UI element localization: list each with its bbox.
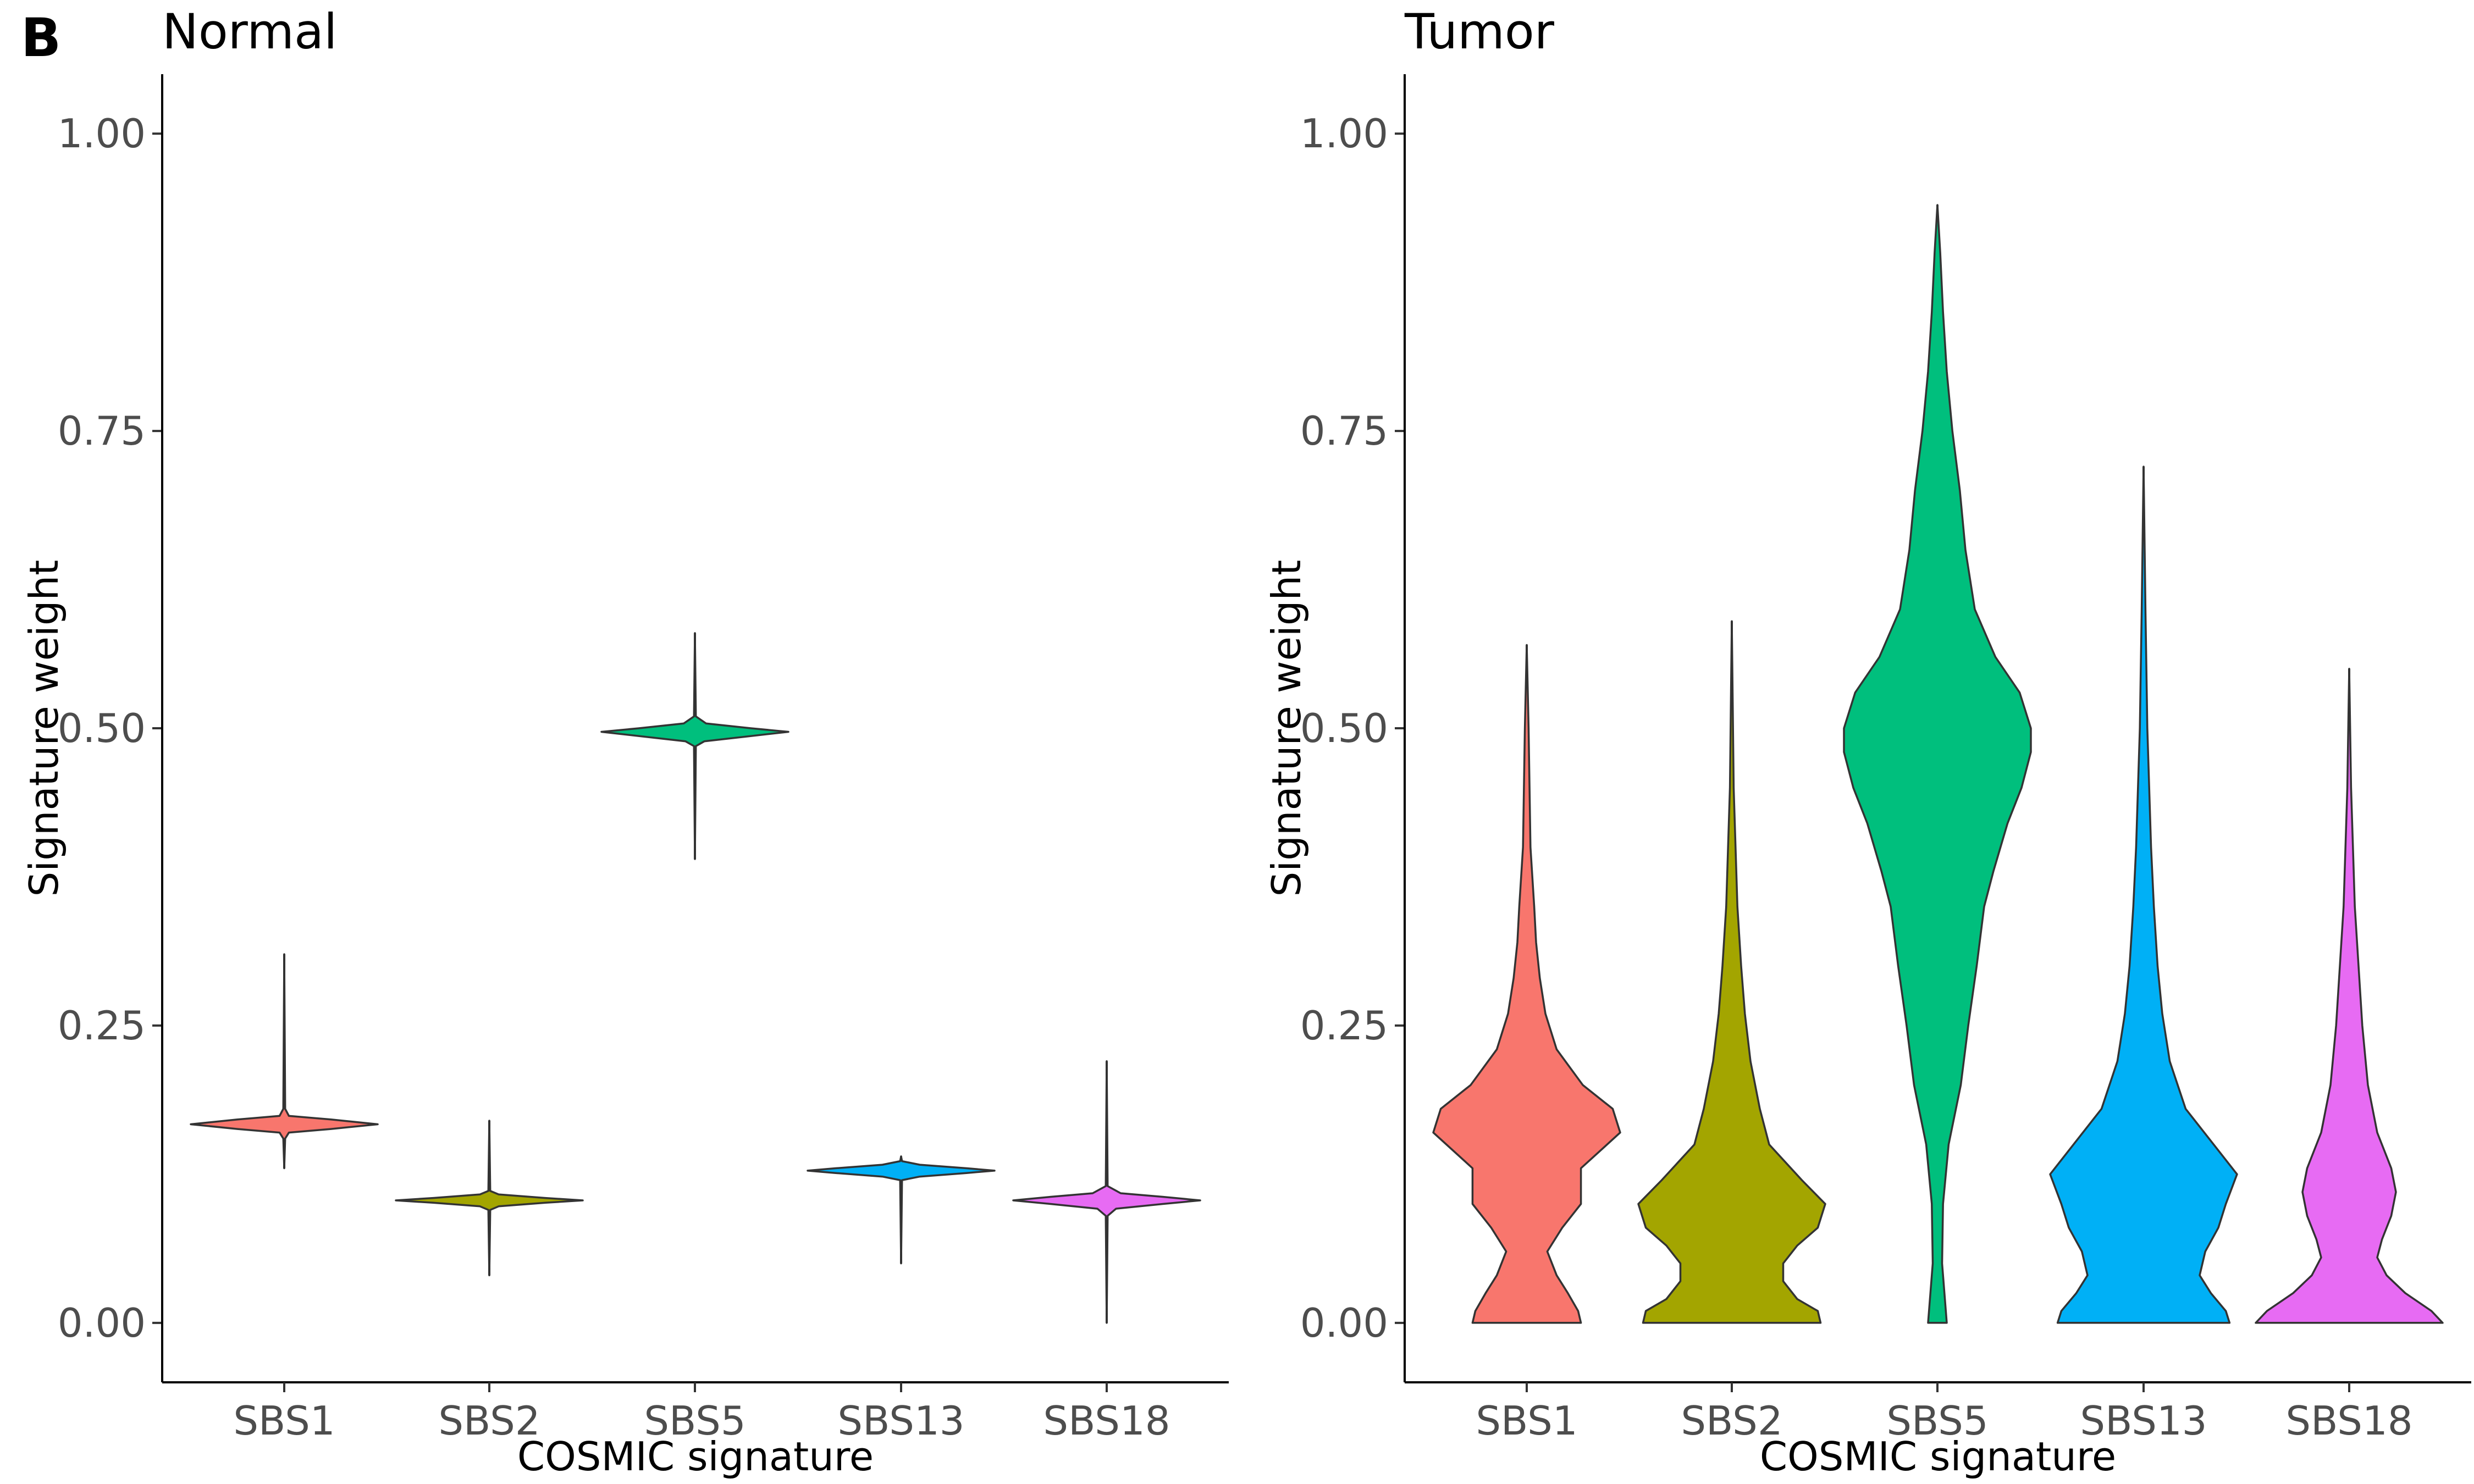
x-tick-label-sbs18: SBS18 — [1043, 1398, 1170, 1444]
violin-sbs18 — [2255, 668, 2444, 1324]
y-tick-label: 0.50 — [1300, 705, 1388, 751]
violin-sbs13 — [2049, 466, 2238, 1324]
x-tick-label-sbs13: SBS13 — [837, 1398, 964, 1444]
violin-group — [190, 632, 1201, 1324]
y-tick-label: 0.25 — [1300, 1003, 1388, 1049]
chart-title: Normal — [162, 3, 337, 60]
violin-sbs13 — [807, 1155, 996, 1265]
y-tick-label: 0.00 — [58, 1300, 146, 1346]
y-tick-label: 0.50 — [58, 705, 146, 751]
y-axis-title: Signature weight — [1263, 560, 1310, 897]
chart-title: Tumor — [1404, 3, 1555, 60]
y-tick-label: 1.00 — [58, 110, 146, 157]
y-axis-ticks: 0.00 0.25 0.50 0.75 1.00 — [58, 110, 162, 1346]
violin-group — [1432, 204, 2444, 1324]
panel-letter: B — [21, 7, 61, 69]
violin-sbs1 — [190, 953, 379, 1170]
violin-sbs1 — [1432, 644, 1621, 1324]
x-axis-ticks: SBS1 SBS2 SBS5 SBS13 SBS18 — [233, 1382, 1170, 1444]
x-axis-title: COSMIC signature — [1760, 1433, 2116, 1480]
y-tick-label: 0.75 — [58, 408, 146, 454]
y-axis-title: Signature weight — [21, 560, 67, 897]
chart-tumor: Tumor 0.000.250.500.751.00 SBS1 SBS2 SBS5 S… — [1263, 3, 2471, 1480]
y-tick-label: 1.00 — [1300, 110, 1388, 157]
x-tick-label-sbs18: SBS18 — [2285, 1398, 2412, 1444]
x-tick-label-sbs5: SBS5 — [644, 1398, 745, 1444]
x-axis-title: COSMIC signature — [517, 1433, 874, 1480]
x-tick-label-sbs13: SBS13 — [2080, 1398, 2207, 1444]
x-tick-label-sbs2: SBS2 — [438, 1398, 540, 1444]
violin-sbs2 — [395, 1120, 584, 1277]
x-tick-label-sbs1: SBS1 — [233, 1398, 335, 1444]
violin-sbs2 — [1637, 620, 1826, 1324]
y-tick-label: 0.25 — [58, 1003, 146, 1049]
y-tick-label: 0.00 — [1300, 1300, 1388, 1346]
x-axis-ticks: SBS1 SBS2 SBS5 SBS13 SBS18 — [1476, 1382, 2413, 1444]
violin-sbs5 — [600, 632, 789, 860]
violin-sbs5 — [1843, 204, 2032, 1324]
violin-sbs18 — [1012, 1060, 1201, 1324]
chart-normal: Normal 0.00 0.25 0.50 0.75 1.00 SBS1 SBS2 SBS5… — [21, 3, 1229, 1480]
x-tick-label-sbs5: SBS5 — [1886, 1398, 1988, 1444]
x-tick-label-sbs2: SBS2 — [1681, 1398, 1782, 1444]
y-axis-ticks: 0.00 0.25 0.50 0.75 1.00 — [1300, 110, 1405, 1346]
y-tick-label: 0.75 — [1300, 408, 1388, 454]
x-tick-label-sbs1: SBS1 — [1476, 1398, 1577, 1444]
